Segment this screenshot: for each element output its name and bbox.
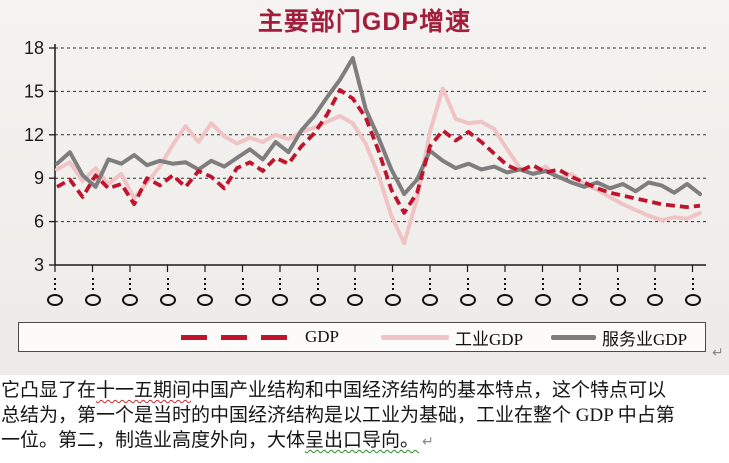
x-tick-label	[534, 276, 551, 306]
x-label-oval-glyph	[234, 294, 251, 306]
word-return-mark-icon: ↵	[422, 435, 434, 450]
y-tick-label: 12	[24, 125, 44, 145]
x-tick-label	[422, 276, 438, 306]
legend-item-services-gdp: 服务业GDP	[523, 325, 687, 350]
x-label-oval-glyph	[384, 294, 401, 306]
x-label-oval-glyph	[159, 294, 176, 306]
x-tick-label	[234, 276, 251, 306]
spellcheck-flagged-text: 十一五期间	[96, 380, 192, 401]
x-tick-label	[272, 276, 288, 306]
legend-swatch-services-line	[551, 334, 597, 340]
x-label-oval-glyph	[47, 294, 63, 306]
paragraph-text: 中国产业结构和中国经济结构的基本特点，这个特点可以	[191, 380, 667, 401]
y-tick-label: 18	[24, 38, 44, 58]
x-tick-label	[384, 276, 401, 306]
series-GDP	[56, 88, 701, 215]
x-label-oval-glyph	[347, 294, 363, 306]
x-tick-label	[347, 276, 363, 306]
gdp-growth-line-chart: 18 15 12 9 6 3	[24, 38, 706, 275]
paragraph-text: 总结为，第一个是当时的中国经济结构是以工业为基础，工业在整个 GDP 中占第	[1, 405, 675, 426]
series-工业GDP	[55, 86, 702, 246]
legend-label-gdp: GDP	[305, 327, 340, 346]
x-axis-labels	[0, 0, 729, 306]
paragraph-line: 总结为，第一个是当时的中国经济结构是以工业为基础，工业在整个 GDP 中占第	[1, 403, 729, 428]
x-label-oval-glyph	[497, 294, 513, 306]
series-服务业GDP	[55, 56, 702, 197]
x-tick-label	[572, 276, 588, 306]
chart-legend: GDP 工业GDP 服务业GDP	[18, 322, 706, 352]
x-label-oval-glyph	[309, 294, 326, 306]
x-tick-label	[197, 276, 213, 306]
x-tick-label	[647, 276, 663, 306]
x-label-oval-glyph	[84, 294, 101, 306]
spellcheck-flagged-text: 呈出口导向。	[305, 430, 420, 451]
word-return-mark-icon: ↵	[712, 344, 724, 360]
x-label-oval-glyph	[572, 294, 588, 306]
x-tick-label	[122, 276, 138, 306]
x-label-oval-glyph	[647, 294, 663, 306]
x-label-oval-glyph	[684, 294, 701, 306]
x-tick-label	[497, 276, 513, 306]
legend-item-industry-gdp: 工业GDP	[339, 325, 523, 350]
x-label-oval-glyph	[609, 294, 626, 306]
body-paragraph: 它凸显了在十一五期间中国产业结构和中国经济结构的基本特点，这个特点可以 总结为，第…	[1, 378, 729, 453]
paragraph-line: 它凸显了在十一五期间中国产业结构和中国经济结构的基本特点，这个特点可以	[1, 378, 729, 403]
x-label-oval-glyph	[272, 294, 288, 306]
x-tick-label	[684, 276, 701, 306]
legend-item-gdp: GDP	[19, 327, 339, 347]
x-tick-label	[459, 276, 476, 306]
paragraph-text: 一位。第二，制造业高度外向，大体	[1, 430, 306, 451]
x-tick-label	[609, 276, 626, 306]
x-tick-label	[84, 276, 101, 306]
x-label-oval-glyph	[422, 294, 438, 306]
x-tick-label	[309, 276, 326, 306]
x-label-oval-glyph	[534, 294, 551, 306]
y-tick-label: 6	[34, 212, 44, 232]
x-label-oval-glyph	[197, 294, 213, 306]
x-tick-label	[159, 276, 176, 306]
paragraph-line: 一位。第二，制造业高度外向，大体呈出口导向。 ↵	[1, 428, 729, 453]
legend-swatch-gdp-dashed-line	[181, 334, 299, 340]
x-tick-label	[47, 276, 63, 306]
legend-label-services-gdp: 服务业GDP	[602, 329, 688, 349]
legend-label-industry-gdp: 工业GDP	[455, 329, 524, 349]
slide-chart-area: 主要部门GDP增速 18 15 12 9 6 3 GDP 工业GDP 服务业GDP ↵	[0, 0, 729, 375]
y-tick-label: 3	[34, 255, 44, 275]
chart-title: 主要部门GDP增速	[257, 8, 472, 36]
x-label-oval-glyph	[459, 294, 476, 306]
x-label-oval-glyph	[122, 294, 138, 306]
paragraph-text: 它凸显了在	[1, 380, 97, 401]
y-tick-label: 15	[24, 81, 44, 101]
y-tick-label: 9	[34, 168, 44, 188]
legend-swatch-industry-line	[381, 334, 450, 340]
